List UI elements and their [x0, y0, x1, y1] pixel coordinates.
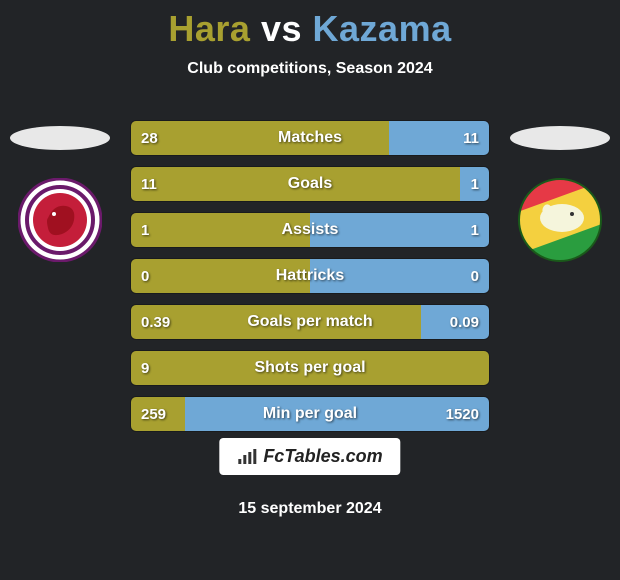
player-right-ellipse: [510, 126, 610, 150]
stat-row: Min per goal2591520: [130, 396, 490, 432]
stat-row: Matches28 11: [130, 120, 490, 156]
stat-label: Goals: [131, 167, 489, 201]
stat-value-left: 28: [131, 121, 168, 155]
stat-value-left: 11: [131, 167, 167, 201]
stat-value-right: 1: [461, 213, 489, 247]
stat-label: Shots per goal: [131, 351, 489, 385]
stat-value-left: 0: [131, 259, 159, 293]
stat-value-right: 0: [461, 259, 489, 293]
stat-value-right: [469, 351, 489, 385]
stat-label: Matches: [131, 121, 489, 155]
stat-value-left: 0.39: [131, 305, 180, 339]
stat-label: Goals per match: [131, 305, 489, 339]
stat-row: Goals per match0.39 0.09: [130, 304, 490, 340]
stat-row: Hattricks0 0: [130, 258, 490, 294]
stat-label: Hattricks: [131, 259, 489, 293]
stat-value-left: 9: [131, 351, 159, 385]
brand-text: FcTables.com: [263, 446, 382, 467]
comparison-title: Hara vs Kazama: [0, 0, 620, 50]
stats-container: Matches2811Goals111Assists11Hattricks00G…: [130, 120, 490, 442]
stat-value-left: 1: [131, 213, 159, 247]
date-label: 15 september 2024: [0, 500, 620, 518]
stat-row: Goals111: [130, 166, 490, 202]
player-left-name: Hara: [168, 8, 250, 49]
jef-united-icon: [518, 178, 602, 262]
chart-icon: [237, 449, 257, 465]
stat-value-right: 1: [461, 167, 489, 201]
brand-link[interactable]: FcTables.com: [219, 438, 400, 475]
stat-row: Assists1 1: [130, 212, 490, 248]
player-left-ellipse: [10, 126, 110, 150]
player-right-name: Kazama: [313, 8, 452, 49]
stat-value-right: 0.09: [440, 305, 489, 339]
stat-value-left: 259: [131, 397, 176, 431]
kyoto-sanga-icon: [18, 178, 102, 262]
club-crest-right: [518, 178, 602, 262]
stat-label: Assists: [131, 213, 489, 247]
stat-value-right: 11: [453, 121, 489, 155]
club-crest-left: [18, 178, 102, 262]
vs-text: vs: [261, 8, 302, 49]
subtitle: Club competitions, Season 2024: [0, 60, 620, 78]
stat-row: Shots per goal9: [130, 350, 490, 386]
stat-value-right: 1520: [436, 397, 489, 431]
